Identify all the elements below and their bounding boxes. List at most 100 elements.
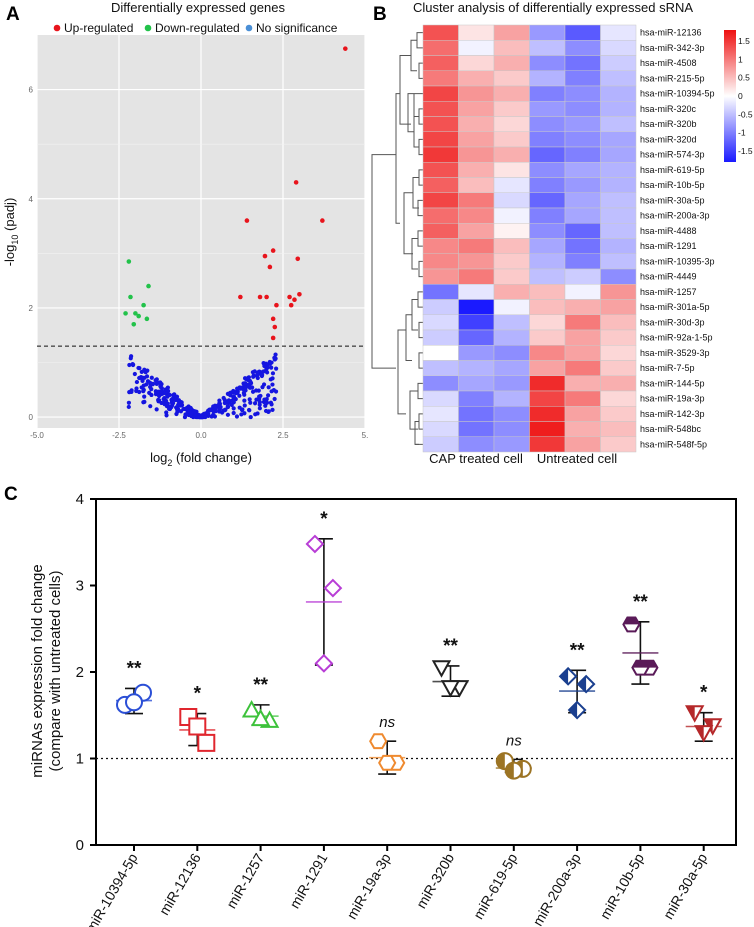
volcano-point-nosig [177,402,182,407]
heatmap-cell [600,85,637,102]
volcano-point-nosig [156,399,161,404]
heatmap-cell [529,116,566,132]
heatmap-cell [564,85,601,102]
heatmap-cell [529,299,566,315]
heatmap-cell [493,207,530,224]
volcano-point-nosig [270,407,275,412]
heatmap-cell [600,116,637,132]
volcano-point-nosig [245,376,250,381]
volcano-point-nosig [154,407,159,412]
heatmap-cell [564,436,601,453]
heatmap-cell [458,436,495,453]
qpcr-point [440,680,461,698]
legend-dot-legend_nosig [245,24,253,32]
heatmap-row-labels: hsa-miR-12136 hsa-miR-342-3p hsa-miR-4508 h… [640,28,715,450]
heatmap-cell [529,85,566,102]
heatmap-cell [600,329,637,346]
heatmap-cell [529,162,566,178]
volcano-y-tick: 6 [29,86,34,95]
heatmap-row-label: hsa-miR-4488 [640,226,697,236]
heatmap-row-label: hsa-miR-342-3p [640,43,705,53]
heatmap-scale-ticks: 1.5 1 0.5 0 -0.5 -1 -1.5 [738,36,753,156]
volcano-point-up [270,335,276,341]
legend-label-down: Down-regulated [155,21,240,35]
volcano-point-nosig [159,386,164,391]
panel-label-b: B [373,4,387,25]
heatmap-cell [493,116,530,132]
volcano-point-nosig [264,400,270,405]
qpcr-point-fill [623,617,640,625]
volcano-point-nosig [269,365,274,370]
heatmap-cell [600,55,637,71]
volcano-point-nosig [142,394,147,399]
qpcr-y-tick-label: 1 [76,751,84,768]
heatmap-cell [564,253,601,270]
heatmap-cell [458,360,495,376]
heatmap-cell [493,70,530,87]
heatmap-row-label: hsa-miR-19a-3p [640,394,705,404]
volcano-point-nosig [266,385,271,390]
heatmap-row-label: hsa-miR-10b-5p [640,180,705,190]
volcano-grid [36,35,366,428]
dendrogram-branch [399,55,411,125]
heatmap-cell [600,284,637,300]
qpcr-category-label: miR-1257 [223,850,267,911]
heatmap-row-label: hsa-miR-619-5p [640,165,705,175]
volcano-point-nosig [175,409,180,414]
heatmap-cell [422,375,459,392]
heatmap-cell [493,406,530,422]
heatmap-cell [600,238,637,254]
qpcr-significance-label: ** [633,592,648,613]
heatmap-cell [529,360,566,376]
volcano-point-nosig [137,389,142,395]
dendrogram-branch [418,62,423,79]
dendrogram-branch [418,413,423,430]
volcano-point-nosig [252,401,258,406]
heatmap-cell [600,375,637,392]
heatmap-cell [458,299,495,315]
qpcr-point-fill [569,702,578,719]
heatmap-cell [529,253,566,270]
heatmap-cell [600,223,637,239]
volcano-point-nosig [149,375,154,380]
volcano-point-up [320,218,325,223]
dendrogram-branch [409,390,418,430]
heatmap-cell [458,238,495,254]
volcano-point-nosig [251,374,256,379]
heatmap-cell [529,55,566,71]
heatmap-cell [564,268,601,285]
heatmap-row-label: hsa-miR-92a-1-5p [640,333,713,343]
heatmap-cell [422,85,459,102]
heatmap-cell [600,131,637,148]
heatmap-cell [564,24,601,41]
volcano-point-nosig [247,397,252,402]
volcano-point-nosig [222,408,228,413]
heatmap-cell [600,192,637,209]
heatmap-cell [600,390,637,407]
heatmap-title: Cluster analysis of differentially expre… [413,0,693,15]
volcano-point-nosig [142,399,147,404]
heatmap-cell [564,40,601,56]
heatmap-cell [458,24,495,41]
volcano-point-nosig [241,390,246,396]
heatmap-cell [422,299,459,315]
heatmap-cell [422,284,459,300]
heatmap-cell [600,268,637,285]
heatmap-row-label: hsa-miR-548f-5p [640,439,707,449]
heatmap-cell [600,436,637,453]
heatmap-cell [600,101,637,117]
heatmap-cell [458,375,495,392]
qpcr-y-axis: 0 1 2 3 4 [76,491,736,854]
volcano-point-nosig [273,389,279,394]
volcano-point-nosig [139,385,144,390]
heatmap-row-label: hsa-miR-1291 [640,241,697,251]
heatmap-cell [458,406,495,422]
volcano-point-nosig [237,393,242,398]
volcano-x-tick: 0.0 [195,431,207,440]
qpcr-point [323,578,343,598]
heatmap-cell [458,207,495,224]
heatmap-cell [422,131,459,148]
heatmap-cell [600,406,637,422]
volcano-point-nosig [231,410,236,416]
volcano-point-nosig [247,385,252,390]
